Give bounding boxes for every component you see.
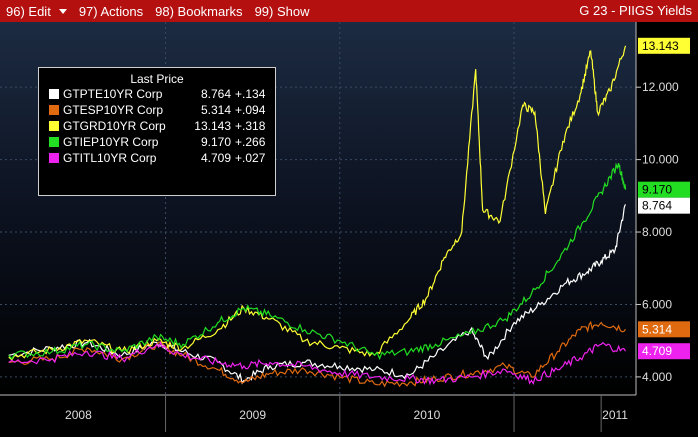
legend-row: GTGRD10YR Corp 13.143 +.318 [39, 118, 275, 134]
x-tick-label: 2010 [414, 408, 441, 422]
x-tick-label: 2009 [239, 408, 266, 422]
legend-swatch-italy [49, 153, 59, 163]
legend-value: 5.314 [200, 103, 231, 117]
last-price-tag [638, 343, 690, 360]
legend-change: +.094 [235, 103, 266, 117]
legend-row: GTIEP10YR Corp 9.170 +.266 [39, 134, 275, 150]
legend-change: +.318 [235, 119, 266, 133]
menu-actions-label: 97) Actions [78, 3, 144, 19]
legend-change: +.134 [235, 87, 266, 101]
y-tick-label: 10.000 [642, 153, 679, 167]
series-line [8, 45, 627, 361]
legend-value: 13.143 [194, 119, 231, 133]
y-tick-label: 12.000 [642, 80, 679, 94]
last-price-tag-label: 5.314 [642, 322, 672, 336]
menu-actions[interactable]: 97) Actions [73, 4, 149, 19]
legend-swatch-portugal [49, 89, 59, 99]
y-tick-label: 8.000 [642, 225, 672, 239]
y-axis: 4.000 6.000 8.000 10.000 12.000 [635, 22, 679, 395]
legend-row: GTITL10YR Corp 4.709 +.027 [39, 150, 275, 166]
y-tick-label: 6.000 [642, 297, 672, 311]
legend-change: +.027 [235, 151, 266, 165]
menu-show[interactable]: 99) Show [249, 4, 316, 19]
legend-swatch-spain [49, 105, 59, 115]
x-tick-label: 2011 [602, 408, 628, 422]
series-line [8, 320, 626, 388]
window-title: G 23 - PIIGS Yields [579, 3, 692, 18]
legend-value: 9.170 [200, 135, 231, 149]
series-line [8, 162, 627, 361]
last-price-tag-label: 9.170 [642, 183, 672, 197]
x-axis: 2008 2009 2010 2011 [0, 394, 636, 432]
menu-bookmarks[interactable]: 98) Bookmarks [149, 4, 248, 19]
legend: Last Price GTPTE10YR Corp 8.764 +.134 GT… [38, 67, 276, 196]
legend-value: 8.764 [200, 87, 231, 101]
chart-svg: 4.000 6.000 8.000 10.000 12.000 2008 2009 2010… [0, 22, 690, 432]
y-tick-label: 4.000 [642, 370, 672, 384]
legend-row: GTPTE10YR Corp 8.764 +.134 [39, 86, 275, 102]
last-price-tag [638, 197, 690, 214]
legend-name: GTGRD10YR Corp [63, 119, 166, 133]
legend-name: GTESP10YR Corp [63, 103, 164, 117]
legend-swatch-greece [49, 121, 59, 131]
x-tick-label: 2008 [65, 408, 92, 422]
legend-swatch-ireland [49, 137, 59, 147]
legend-name: GTPTE10YR Corp [63, 87, 163, 101]
chevron-down-icon [58, 8, 67, 14]
last-price-tag-label: 8.764 [642, 199, 672, 213]
legend-row: GTESP10YR Corp 5.314 +.094 [39, 102, 275, 118]
x-axis-band [0, 395, 636, 432]
legend-change: +.266 [235, 135, 266, 149]
legend-value: 4.709 [200, 151, 231, 165]
menu-edit-label: 96) Edit [6, 3, 51, 19]
series-line [8, 341, 627, 386]
legend-name: GTIEP10YR Corp [63, 135, 159, 149]
menu-edit[interactable]: 96) Edit [0, 4, 73, 19]
menu-bar: 96) Edit 97) Actions 98) Bookmarks 99) S… [0, 0, 698, 22]
menu-show-label: 99) Show [254, 3, 310, 19]
last-price-tag [638, 181, 690, 198]
last-price-tag-label: 13.143 [642, 39, 679, 53]
series-lines [8, 45, 627, 388]
last-price-tag [638, 37, 690, 54]
legend-title: Last Price [130, 72, 184, 86]
last-price-tag [638, 321, 690, 338]
yield-chart: 4.000 6.000 8.000 10.000 12.000 2008 2009 2010… [0, 22, 698, 432]
legend-name: GTITL10YR Corp [63, 151, 157, 165]
last-price-labels: 13.143 9.170 8.764 5.314 4.709 [638, 37, 690, 360]
last-price-tag-label: 4.709 [642, 344, 672, 358]
menu-bookmarks-label: 98) Bookmarks [155, 3, 243, 19]
